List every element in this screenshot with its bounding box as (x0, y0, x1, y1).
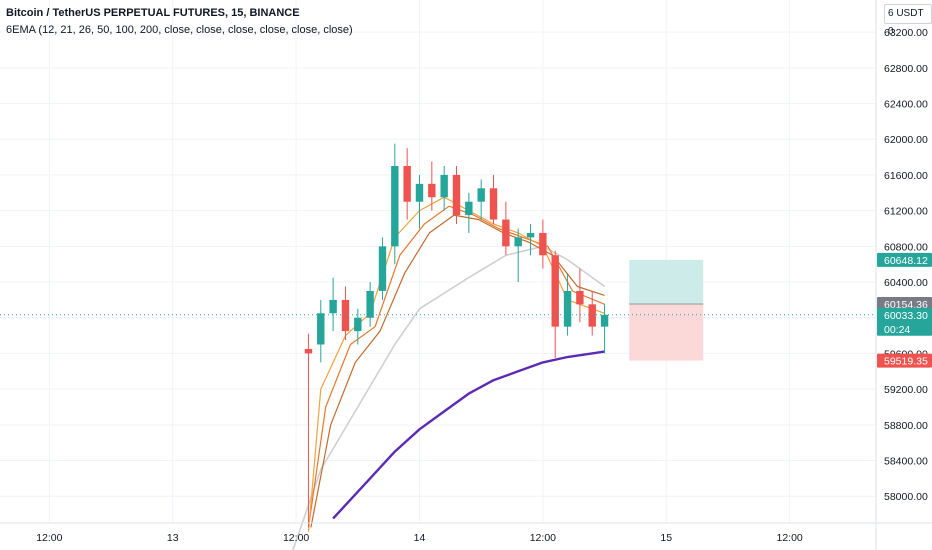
price-badge (877, 296, 932, 311)
candle-body (539, 232, 547, 256)
candle-body (317, 313, 325, 345)
price-badge (877, 252, 932, 267)
price-tick-label: 63200.00 (884, 27, 928, 39)
candle-body (600, 314, 609, 327)
candle-body (341, 299, 350, 332)
candle-body (304, 348, 313, 354)
time-tick-label: 12:00 (530, 532, 556, 544)
price-badge (877, 307, 932, 336)
candle-series (304, 143, 609, 528)
chart-grid (0, 0, 876, 523)
candle-body (563, 290, 572, 327)
candle-body (526, 232, 535, 238)
candle-body (514, 237, 522, 247)
indicator-legend[interactable]: 6EMA (12, 21, 26, 50, 100, 200, close, c… (6, 24, 353, 36)
candle-body (489, 188, 498, 220)
price-tick-label: 62400.00 (884, 99, 928, 111)
time-tick-label: 13 (167, 532, 179, 544)
candle-body (354, 317, 362, 332)
price-tick-label: 58000.00 (884, 491, 928, 503)
profit-zone (629, 259, 704, 304)
price-tick-label: 60400.00 (884, 277, 928, 289)
price-badge (877, 353, 932, 368)
price-tick-label: 62000.00 (884, 134, 928, 146)
candle-body (551, 255, 559, 327)
candle-body (477, 188, 485, 202)
time-tick-label: 15 (660, 532, 672, 544)
candle-body (329, 299, 337, 314)
ema-200-line (332, 350, 605, 520)
price-tick-label: 61600.00 (884, 170, 928, 182)
time-tick-label: 14 (414, 532, 426, 544)
candle-body (391, 166, 399, 247)
candle-body (403, 166, 411, 202)
ema-slow-line (310, 214, 605, 528)
ema-mid-line (307, 205, 605, 528)
loss-zone (629, 303, 704, 361)
candle-body (576, 290, 584, 305)
price-tick-label: 61200.00 (884, 206, 928, 218)
candle-body (415, 183, 424, 202)
position-zones (629, 259, 704, 361)
price-tick-label: 62800.00 (884, 63, 928, 75)
price-tick-label: 58400.00 (884, 456, 928, 468)
price-axis: 58000.0058400.0058800.0059200.0059600.00… (875, 0, 928, 550)
candle-body (502, 219, 510, 247)
ema-fast-line (307, 196, 605, 532)
time-tick-label: 12:00 (283, 532, 309, 544)
price-badge-label: 59519.35 (884, 356, 928, 368)
price-tick-label: 60800.00 (884, 241, 928, 253)
candle-body (378, 246, 387, 291)
candle-body (366, 290, 374, 318)
time-axis: 12:00 13 12:00 14 12:00 15 12:00 (0, 522, 932, 544)
chart-title: Bitcoin / TetherUS PERPETUAL FUTURES, 15… (6, 7, 300, 19)
price-badge-label: 60033.30 (884, 310, 928, 322)
time-tick-label: 12:00 (36, 532, 62, 544)
time-tick-label: 12:00 (776, 532, 802, 544)
candle-countdown-label: 00:24 (884, 324, 910, 336)
price-tick-label: 59200.00 (884, 384, 928, 396)
candle-body (428, 183, 436, 198)
candle-body (465, 201, 473, 216)
candle-body (588, 304, 596, 327)
price-tick-label: 58800.00 (884, 420, 928, 432)
price-badge-label: 60648.12 (884, 255, 928, 267)
ema-curves (292, 196, 606, 550)
candle-body (452, 174, 461, 216)
currency-unit-button[interactable]: 6 USDT 0 (884, 4, 932, 37)
candle-body (440, 174, 448, 198)
